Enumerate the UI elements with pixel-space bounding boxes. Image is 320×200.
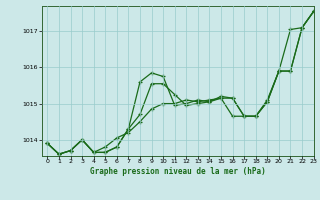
X-axis label: Graphe pression niveau de la mer (hPa): Graphe pression niveau de la mer (hPa)	[90, 167, 266, 176]
